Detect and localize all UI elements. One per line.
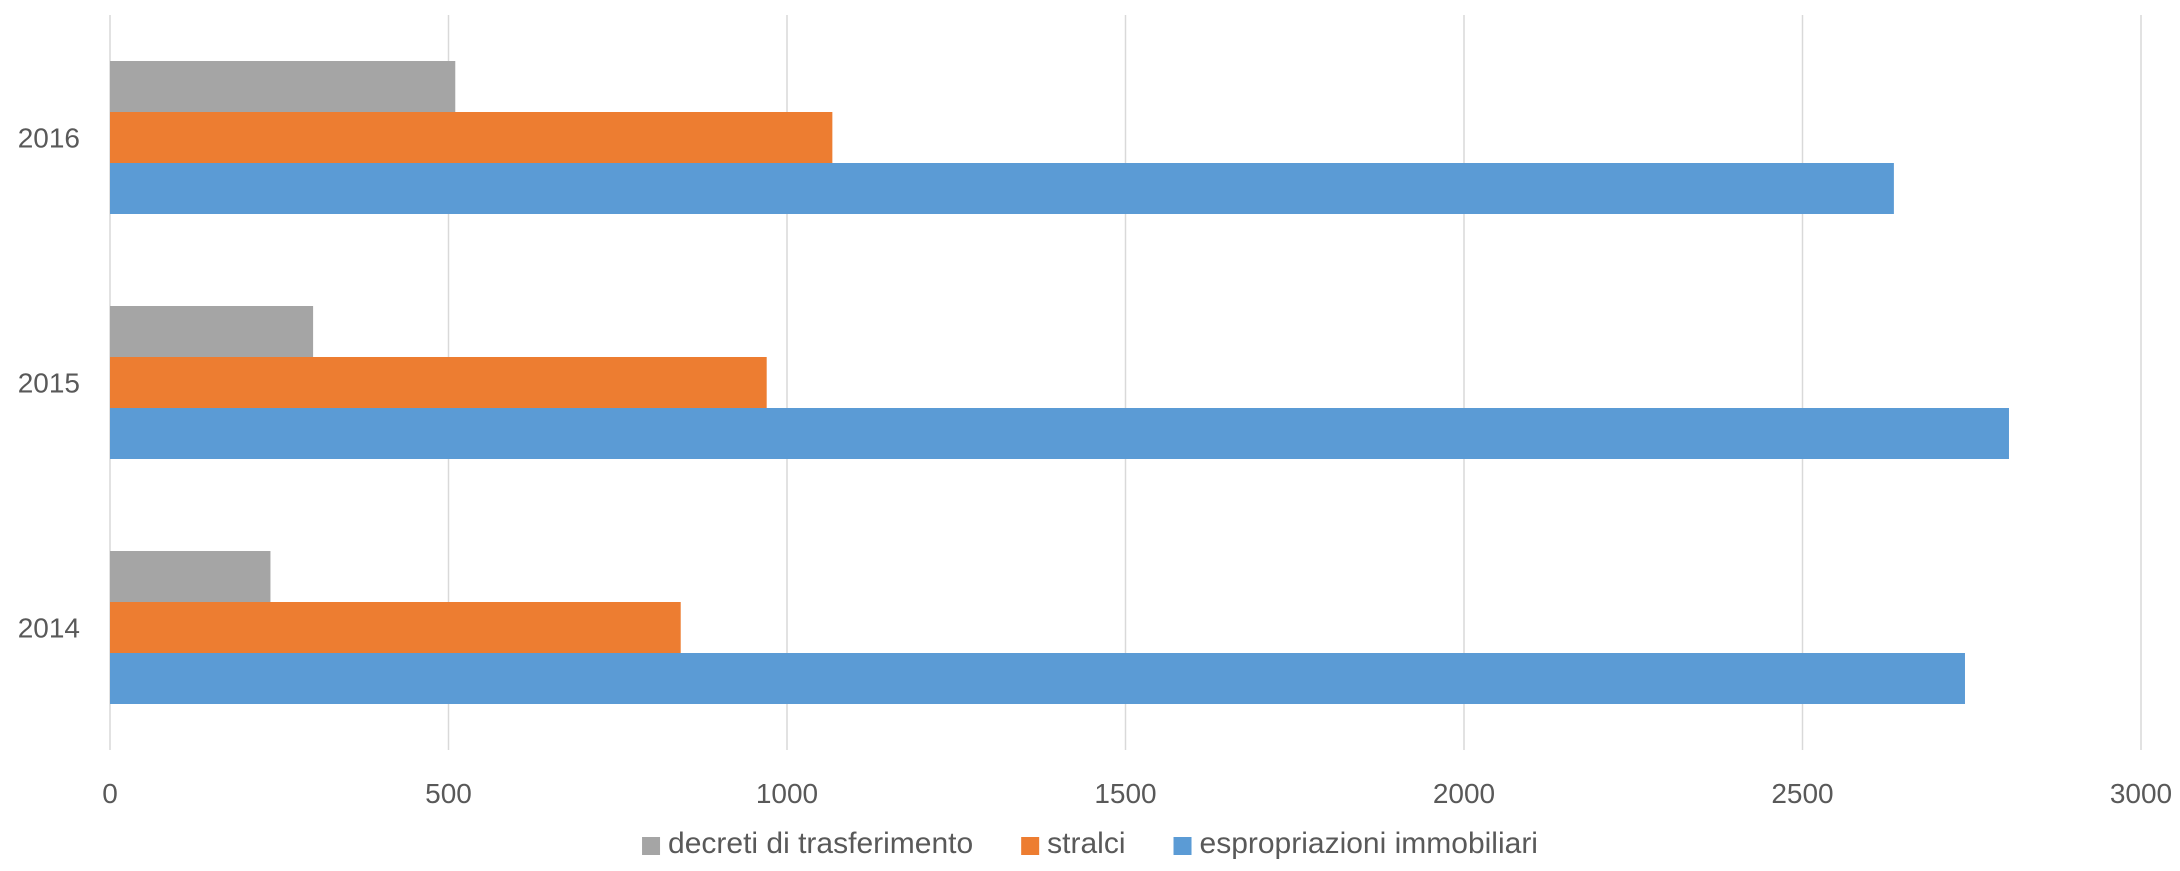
x-tick-label: 3000 bbox=[2110, 778, 2172, 809]
legend: decreti di trasferimento stralci espropria… bbox=[642, 827, 1538, 860]
legend-label: stralci bbox=[1047, 827, 1125, 860]
x-tick-label: 0 bbox=[102, 778, 118, 809]
x-tick-label: 1000 bbox=[756, 778, 818, 809]
y-tick-label: 2016 bbox=[18, 123, 80, 154]
bar-2015-stralci bbox=[110, 357, 767, 408]
legend-label: espropriazioni immobiliari bbox=[1200, 827, 1538, 860]
bar-2015-espropriazioni-immobiliari bbox=[110, 408, 2009, 459]
legend-swatch bbox=[1173, 837, 1192, 855]
y-tick-label: 2014 bbox=[18, 613, 80, 644]
bar-2014-stralci bbox=[110, 602, 681, 653]
bar-2014-decreti-di-trasferimento bbox=[110, 551, 271, 602]
legend-item-espropriazioni-immobiliari: espropriazioni immobiliari bbox=[1173, 827, 1538, 860]
x-axis-tick-labels: 0 500 1000 1500 2000 2500 3000 bbox=[102, 778, 2172, 809]
bar-2016-decreti-di-trasferimento bbox=[110, 61, 456, 112]
y-axis-category-labels: 2014 2015 2016 bbox=[18, 123, 80, 644]
y-tick-label: 2015 bbox=[18, 368, 80, 399]
legend-swatch bbox=[1021, 837, 1040, 855]
legend-item-stralci: stralci bbox=[1021, 827, 1126, 860]
bar-2016-espropriazioni-immobiliari bbox=[110, 163, 1894, 214]
bars bbox=[110, 61, 2009, 704]
bar-2014-espropriazioni-immobiliari bbox=[110, 653, 1965, 704]
bar-2016-stralci bbox=[110, 112, 833, 163]
legend-label: decreti di trasferimento bbox=[668, 827, 973, 860]
legend-swatch bbox=[642, 837, 661, 855]
x-tick-label: 1500 bbox=[1094, 778, 1156, 809]
x-tick-label: 2000 bbox=[1433, 778, 1495, 809]
legend-item-decreti-di-trasferimento: decreti di trasferimento bbox=[642, 827, 973, 860]
x-tick-label: 500 bbox=[425, 778, 472, 809]
x-tick-label: 2500 bbox=[1771, 778, 1833, 809]
bar-2015-decreti-di-trasferimento bbox=[110, 306, 314, 357]
